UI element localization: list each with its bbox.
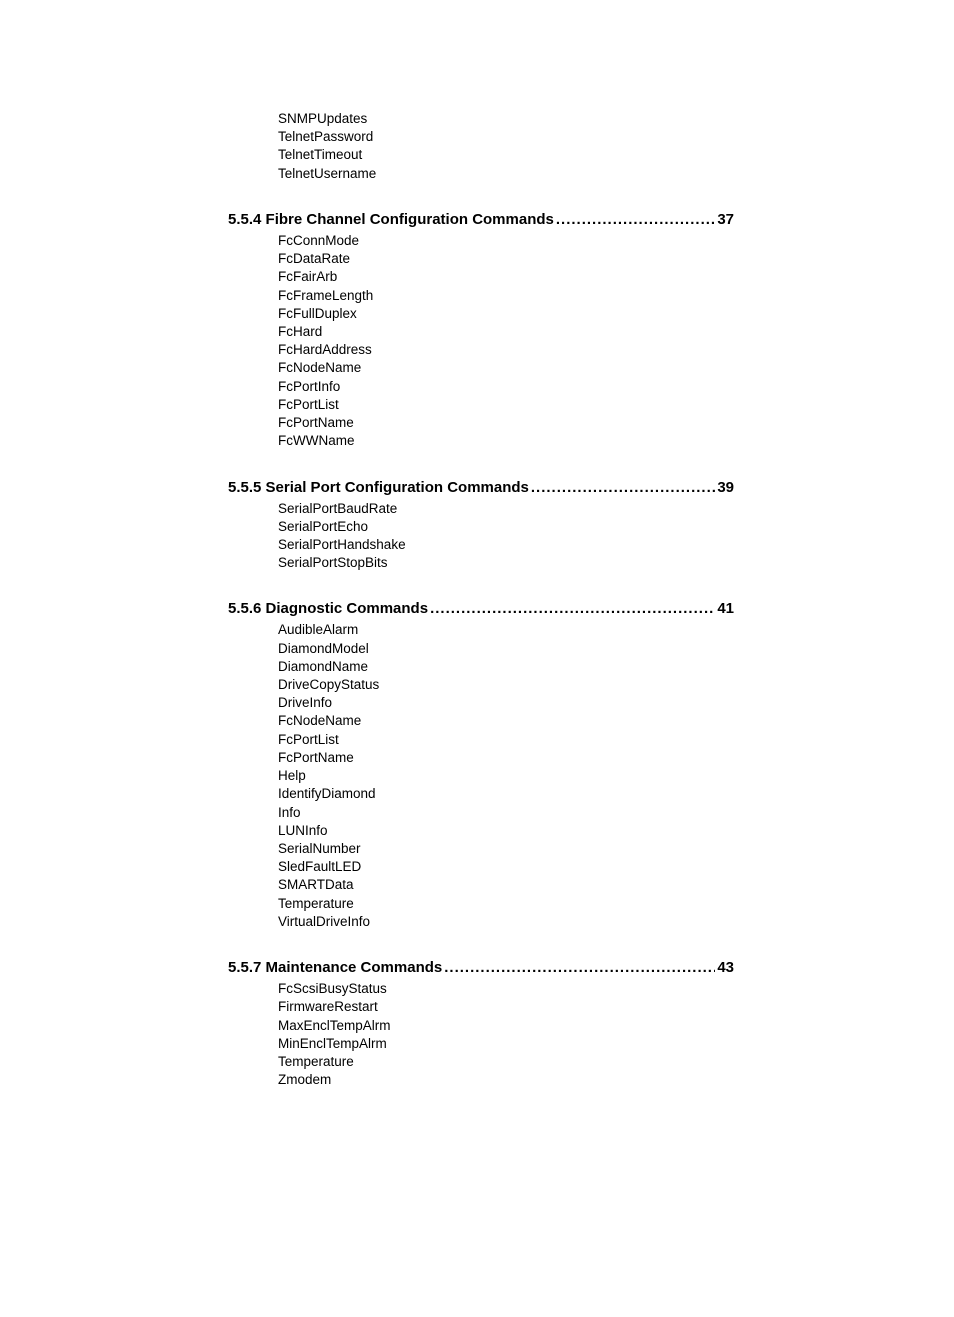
list-item: IdentifyDiamond [278,785,734,803]
toc-section: 5.5.5 Serial Port Configuration Commands… [228,479,734,573]
list-item: TelnetPassword [278,128,734,146]
list-item: FcPortName [278,414,734,432]
leader-dots [430,600,715,617]
list-item: SerialPortStopBits [278,554,734,572]
list-item: FirmwareRestart [278,998,734,1016]
list-item: Info [278,804,734,822]
list-item: FcDataRate [278,250,734,268]
section-heading: 5.5.7 Maintenance Commands 43 [228,959,734,976]
list-item: TelnetTimeout [278,146,734,164]
list-item: FcWWName [278,432,734,450]
list-item: Temperature [278,895,734,913]
list-item: MaxEnclTempAlrm [278,1017,734,1035]
list-item: FcConnMode [278,232,734,250]
list-item: FcPortInfo [278,378,734,396]
intro-item-list: SNMPUpdatesTelnetPasswordTelnetTimeoutTe… [278,110,734,183]
leader-dots [556,211,715,228]
list-item: FcPortList [278,731,734,749]
section-title: 5.5.5 Serial Port Configuration Commands [228,479,529,496]
list-item: SledFaultLED [278,858,734,876]
toc-section: 5.5.7 Maintenance Commands 43 FcScsiBusyS… [228,959,734,1089]
list-item: FcHard [278,323,734,341]
list-item: Zmodem [278,1071,734,1089]
list-item: Help [278,767,734,785]
toc-section: 5.5.4 Fibre Channel Configuration Comman… [228,211,734,451]
list-item: TelnetUsername [278,165,734,183]
list-item: FcFullDuplex [278,305,734,323]
list-item: FcHardAddress [278,341,734,359]
section-title: 5.5.4 Fibre Channel Configuration Comman… [228,211,554,228]
list-item: SNMPUpdates [278,110,734,128]
list-item: FcFairArb [278,268,734,286]
list-item: MinEnclTempAlrm [278,1035,734,1053]
list-item: SerialPortBaudRate [278,500,734,518]
page-number: 41 [717,600,734,617]
list-item: LUNInfo [278,822,734,840]
page-number: 37 [717,211,734,228]
toc-page: SNMPUpdatesTelnetPasswordTelnetTimeoutTe… [0,0,954,1317]
list-item: FcPortName [278,749,734,767]
item-list: SerialPortBaudRateSerialPortEchoSerialPo… [278,500,734,573]
page-number: 43 [717,959,734,976]
list-item: SerialNumber [278,840,734,858]
item-list: FcScsiBusyStatusFirmwareRestartMaxEnclTe… [278,980,734,1089]
list-item: FcScsiBusyStatus [278,980,734,998]
leader-dots [531,479,715,496]
list-item: FcNodeName [278,712,734,730]
list-item: DriveInfo [278,694,734,712]
list-item: AudibleAlarm [278,621,734,639]
list-item: SerialPortEcho [278,518,734,536]
list-item: Temperature [278,1053,734,1071]
section-title: 5.5.6 Diagnostic Commands [228,600,428,617]
list-item: FcFrameLength [278,287,734,305]
list-item: DiamondModel [278,640,734,658]
list-item: VirtualDriveInfo [278,913,734,931]
list-item: DriveCopyStatus [278,676,734,694]
leader-dots [444,959,715,976]
list-item: FcPortList [278,396,734,414]
toc-section: 5.5.6 Diagnostic Commands 41 AudibleAlarm… [228,600,734,931]
section-heading: 5.5.4 Fibre Channel Configuration Comman… [228,211,734,228]
intro-section: SNMPUpdatesTelnetPasswordTelnetTimeoutTe… [228,110,734,183]
page-number: 39 [717,479,734,496]
section-heading: 5.5.5 Serial Port Configuration Commands… [228,479,734,496]
section-title: 5.5.7 Maintenance Commands [228,959,442,976]
list-item: DiamondName [278,658,734,676]
list-item: SerialPortHandshake [278,536,734,554]
item-list: FcConnModeFcDataRateFcFairArbFcFrameLeng… [278,232,734,451]
list-item: SMARTData [278,876,734,894]
section-heading: 5.5.6 Diagnostic Commands 41 [228,600,734,617]
item-list: AudibleAlarmDiamondModelDiamondNameDrive… [278,621,734,931]
list-item: FcNodeName [278,359,734,377]
